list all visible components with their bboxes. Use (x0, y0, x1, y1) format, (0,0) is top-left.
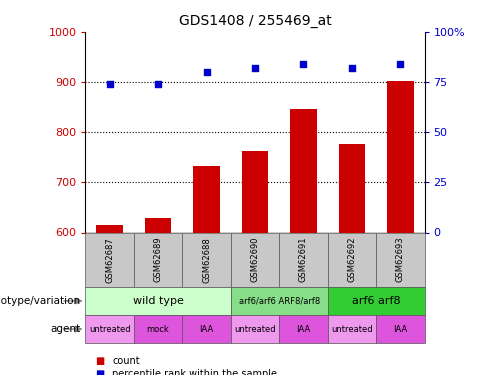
Text: count: count (112, 356, 140, 366)
Bar (231, 232, 279, 287)
Text: ■: ■ (95, 369, 104, 375)
Bar (242, 151, 268, 232)
Bar (327, 315, 376, 343)
Text: GSM62687: GSM62687 (105, 237, 114, 283)
Bar (183, 232, 231, 287)
Text: GSM62690: GSM62690 (250, 237, 260, 282)
Bar (231, 287, 327, 315)
Text: IAA: IAA (296, 324, 310, 334)
Bar (327, 287, 425, 315)
Point (106, 81, 114, 87)
Bar (85, 287, 231, 315)
Point (396, 61, 404, 67)
Text: arf6/arf6 ARF8/arf8: arf6/arf6 ARF8/arf8 (239, 296, 320, 305)
Bar (387, 81, 414, 232)
Text: mock: mock (147, 324, 169, 334)
Text: IAA: IAA (200, 324, 214, 334)
Bar (134, 315, 183, 343)
Bar (85, 232, 134, 287)
Point (300, 61, 307, 67)
Bar (279, 315, 327, 343)
Bar (96, 225, 123, 232)
Point (203, 69, 210, 75)
Bar (279, 232, 327, 287)
Bar (145, 219, 171, 232)
Text: ■: ■ (95, 356, 104, 366)
Text: agent: agent (50, 324, 81, 334)
Text: IAA: IAA (393, 324, 407, 334)
Text: genotype/variation: genotype/variation (0, 296, 81, 306)
Text: GSM62692: GSM62692 (347, 237, 356, 282)
Bar (376, 315, 425, 343)
Point (154, 81, 162, 87)
Text: wild type: wild type (133, 296, 183, 306)
Text: GSM62693: GSM62693 (396, 237, 405, 282)
Title: GDS1408 / 255469_at: GDS1408 / 255469_at (179, 14, 331, 28)
Text: untreated: untreated (331, 324, 373, 334)
Point (348, 65, 356, 71)
Point (251, 65, 259, 71)
Text: GSM62689: GSM62689 (154, 237, 163, 282)
Text: untreated: untreated (234, 324, 276, 334)
Bar (183, 315, 231, 343)
Bar (376, 232, 425, 287)
Text: GSM62691: GSM62691 (299, 237, 308, 282)
Bar (327, 232, 376, 287)
Text: arf6 arf8: arf6 arf8 (352, 296, 401, 306)
Bar (193, 166, 220, 232)
Bar (85, 315, 134, 343)
Bar (339, 144, 365, 232)
Bar (290, 109, 317, 232)
Bar (134, 232, 183, 287)
Text: GSM62688: GSM62688 (202, 237, 211, 283)
Text: percentile rank within the sample: percentile rank within the sample (112, 369, 277, 375)
Text: untreated: untreated (89, 324, 130, 334)
Bar (231, 315, 279, 343)
